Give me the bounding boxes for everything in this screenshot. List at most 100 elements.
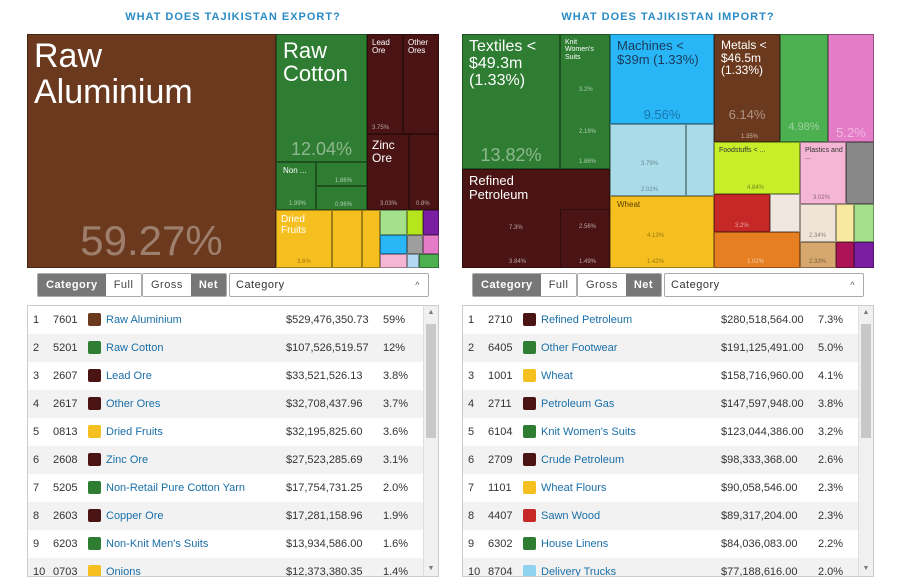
table-row[interactable]: 5 0813 Dried Fruits $32,195,825.60 3.6% xyxy=(28,418,424,446)
tile-purple[interactable] xyxy=(423,210,439,235)
table-row[interactable]: 5 6104 Knit Women's Suits $123,044,386.00 3.… xyxy=(463,418,859,446)
row-product-link[interactable]: Knit Women's Suits xyxy=(541,426,636,438)
tile-blue-light[interactable] xyxy=(407,254,419,268)
tile-beige[interactable]: 2.34% xyxy=(800,204,836,242)
tile-grey[interactable] xyxy=(407,235,423,254)
tile-plastics[interactable]: Plastics and ... 3.02% xyxy=(800,142,846,204)
category-select[interactable]: Category ^ xyxy=(664,273,864,297)
tile-knit[interactable]: Knit Women's Suits 3.2% 2.19% 1.86% xyxy=(560,34,610,169)
row-product-link[interactable]: Raw Cotton xyxy=(106,342,164,354)
tile-machines-3[interactable] xyxy=(686,124,714,196)
tile-wood-2[interactable] xyxy=(770,194,800,232)
table-row[interactable]: 7 5205 Non-Retail Pure Cotton Yarn $17,754,… xyxy=(28,474,424,502)
row-product-link[interactable]: Dried Fruits xyxy=(106,426,163,438)
category-toggle[interactable]: Category xyxy=(38,274,106,296)
row-product-link[interactable]: Onions xyxy=(106,566,141,577)
row-product-link[interactable]: Other Footwear xyxy=(541,342,618,354)
gross-toggle[interactable]: Gross xyxy=(143,274,191,296)
row-product-link[interactable]: Petroleum Gas xyxy=(541,398,615,410)
table-row[interactable]: 7 1101 Wheat Flours $90,058,546.00 2.3% xyxy=(463,474,859,502)
row-product-link[interactable]: Raw Aluminium xyxy=(106,314,182,326)
tile-green-light-2[interactable] xyxy=(854,204,874,242)
tile-crude[interactable]: 2.56% 1.49% xyxy=(560,209,610,268)
gross-toggle[interactable]: Gross xyxy=(578,274,626,296)
table-row[interactable]: 3 2607 Lead Ore $33,521,526.13 3.8% xyxy=(28,362,424,390)
scroll-up-icon[interactable]: ▲ xyxy=(862,309,870,316)
row-product-link[interactable]: House Linens xyxy=(541,538,609,550)
tile-yellow-light[interactable] xyxy=(836,204,854,242)
tile-cotton-yarn[interactable]: 1.86% xyxy=(316,162,367,186)
tile-sawn-wood[interactable]: 3.2% xyxy=(714,194,770,232)
row-product-link[interactable]: Non-Retail Pure Cotton Yarn xyxy=(106,482,245,494)
tile-tan[interactable]: 2.33% xyxy=(800,242,836,268)
tile-mens-suits[interactable]: 0.96% xyxy=(316,186,367,210)
table-row[interactable]: 8 2603 Copper Ore $17,281,158.96 1.9% xyxy=(28,502,424,530)
tile-raw-aluminium[interactable]: Raw Aluminium 59.27% xyxy=(27,34,276,268)
full-toggle[interactable]: Full xyxy=(105,274,142,296)
tile-machines[interactable]: Machines < $39m (1.33%) 9.56% xyxy=(610,34,714,124)
table-row[interactable]: 9 6302 House Linens $84,036,083.00 2.2% xyxy=(463,530,859,558)
tile-wheat[interactable]: Wheat 4.13% 1.42% xyxy=(610,196,714,268)
tile-cyan[interactable] xyxy=(380,235,407,254)
scroll-down-icon[interactable]: ▼ xyxy=(427,565,435,572)
table-row[interactable]: 6 2709 Crude Petroleum $98,333,368.00 2.6% xyxy=(463,446,859,474)
tile-dried-fruits[interactable]: Dried Fruits 3.6% xyxy=(276,210,332,268)
tile-zinc-ore[interactable]: Zinc Ore 3.03% xyxy=(367,134,409,210)
net-toggle[interactable]: Net xyxy=(190,274,227,296)
table-row[interactable]: 10 0703 Onions $12,373,380.35 1.4% xyxy=(28,558,424,577)
tile-metals[interactable]: Metals < $46.5m (1.33%) 6.14% 1.35% xyxy=(714,34,780,142)
table-row[interactable]: 10 8704 Delivery Trucks $77,188,616.00 2.0% xyxy=(463,558,859,576)
scroll-up-icon[interactable]: ▲ xyxy=(427,309,435,316)
row-product-link[interactable]: Non-Knit Men's Suits xyxy=(106,538,209,550)
tile-food-small[interactable] xyxy=(362,210,380,268)
tile-green-2[interactable]: 4.98% xyxy=(780,34,828,142)
tile-orange[interactable]: 1.02% xyxy=(714,232,800,268)
row-product-link[interactable]: Zinc Ore xyxy=(106,454,149,466)
table-row[interactable]: 9 6203 Non-Knit Men's Suits $13,934,586.00 1… xyxy=(28,530,424,558)
tile-onions[interactable] xyxy=(332,210,362,268)
table-row[interactable]: 2 5201 Raw Cotton $107,526,519.57 12% xyxy=(28,334,424,362)
tile-pink[interactable] xyxy=(423,235,439,254)
table-row[interactable]: 1 2710 Refined Petroleum $280,518,564.00 7.3… xyxy=(463,306,859,334)
row-product-link[interactable]: Refined Petroleum xyxy=(541,314,633,326)
table-row[interactable]: 4 2617 Other Ores $32,708,437.96 3.7% xyxy=(28,390,424,418)
tile-magenta[interactable] xyxy=(836,242,854,268)
table-row[interactable]: 8 4407 Sawn Wood $89,317,204.00 2.3% xyxy=(463,502,859,530)
tile-machines-2[interactable]: 3.79% 2.01% xyxy=(610,124,686,196)
table-row[interactable]: 4 2711 Petroleum Gas $147,597,948.00 3.8% xyxy=(463,390,859,418)
tile-raw-cotton[interactable]: Raw Cotton 12.04% xyxy=(276,34,367,162)
tile-lime[interactable] xyxy=(407,210,423,235)
tile-non[interactable]: Non ... 1.99% xyxy=(276,162,316,210)
scroll-down-icon[interactable]: ▼ xyxy=(862,565,870,572)
tile-textiles[interactable]: Textiles < $49.3m (1.33%) 13.82% xyxy=(462,34,560,169)
table-scrollbar[interactable]: ▲ ▼ xyxy=(423,306,438,576)
tile-violet[interactable] xyxy=(854,242,874,268)
tile-green-light[interactable] xyxy=(380,210,407,235)
table-scrollbar[interactable]: ▲ ▼ xyxy=(858,306,873,576)
tile-grey-2[interactable] xyxy=(846,142,874,204)
net-toggle[interactable]: Net xyxy=(625,274,662,296)
category-select[interactable]: Category ^ xyxy=(229,273,429,297)
table-row[interactable]: 6 2608 Zinc Ore $27,523,285.69 3.1% xyxy=(28,446,424,474)
tile-mix[interactable] xyxy=(419,254,439,268)
row-product-link[interactable]: Crude Petroleum xyxy=(541,454,625,466)
table-row[interactable]: 3 1001 Wheat $158,716,960.00 4.1% xyxy=(463,362,859,390)
row-product-link[interactable]: Wheat xyxy=(541,370,573,382)
full-toggle[interactable]: Full xyxy=(540,274,577,296)
row-product-link[interactable]: Other Ores xyxy=(106,398,161,410)
tile-lead-ore[interactable]: Lead Ore 3.75% xyxy=(367,34,403,134)
tile-pink-2[interactable]: 5.2% xyxy=(828,34,874,142)
tile-copper-ore[interactable]: 0.8% xyxy=(409,134,439,210)
row-product-link[interactable]: Copper Ore xyxy=(106,510,164,522)
scroll-thumb[interactable] xyxy=(426,324,436,438)
row-product-link[interactable]: Wheat Flours xyxy=(541,482,607,494)
tile-foodstuffs[interactable]: Foodstuffs < ... 4.84% xyxy=(714,142,800,194)
scroll-thumb[interactable] xyxy=(861,324,871,438)
row-product-link[interactable]: Sawn Wood xyxy=(541,510,601,522)
category-toggle[interactable]: Category xyxy=(473,274,541,296)
table-row[interactable]: 2 6405 Other Footwear $191,125,491.00 5.0% xyxy=(463,334,859,362)
tile-other-ores[interactable]: Other Ores xyxy=(403,34,439,134)
table-row[interactable]: 1 7601 Raw Aluminium $529,476,350.73 59% xyxy=(28,306,424,334)
row-product-link[interactable]: Lead Ore xyxy=(106,370,152,382)
tile-pink-light[interactable] xyxy=(380,254,407,268)
